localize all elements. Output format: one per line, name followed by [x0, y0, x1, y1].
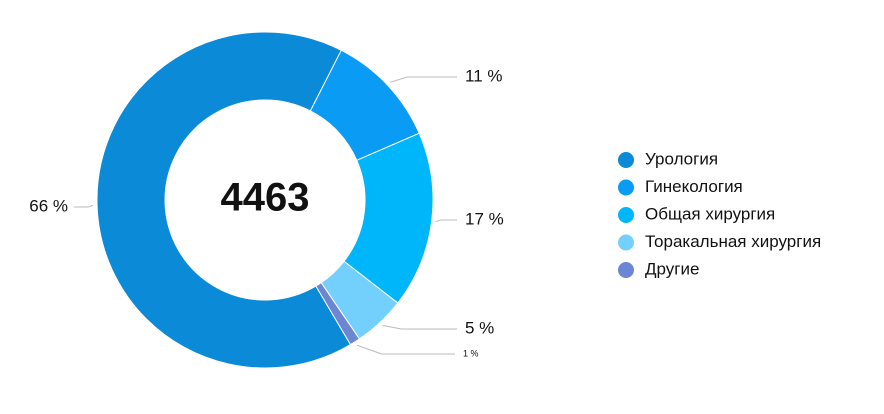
- legend-label: Торакальная хирургия: [645, 232, 821, 251]
- slice: [315, 282, 361, 346]
- legend-marker: [618, 262, 634, 278]
- legend-label: Общая хирургия: [645, 204, 775, 223]
- legend-marker: [618, 234, 634, 251]
- data-label: 17 %: [465, 209, 504, 228]
- legend-label: Другие: [645, 259, 699, 278]
- legend-label: Гинекология: [645, 177, 743, 196]
- leader-line: [435, 219, 457, 223]
- data-label: 11 %: [465, 66, 503, 85]
- leader-line: [382, 324, 457, 330]
- legend-label: Урология: [645, 149, 718, 168]
- data-label: 5 %: [465, 318, 494, 337]
- legend-marker: [618, 207, 634, 223]
- leader-line: [74, 204, 94, 208]
- leader-line: [390, 76, 457, 83]
- leader-line: [356, 344, 455, 355]
- legend-marker: [618, 152, 634, 168]
- data-label: 66 %: [29, 196, 68, 215]
- data-label: 1 %: [463, 348, 479, 358]
- slice: [96, 31, 352, 369]
- legend-marker: [618, 179, 634, 196]
- center-total: 4463: [221, 176, 310, 220]
